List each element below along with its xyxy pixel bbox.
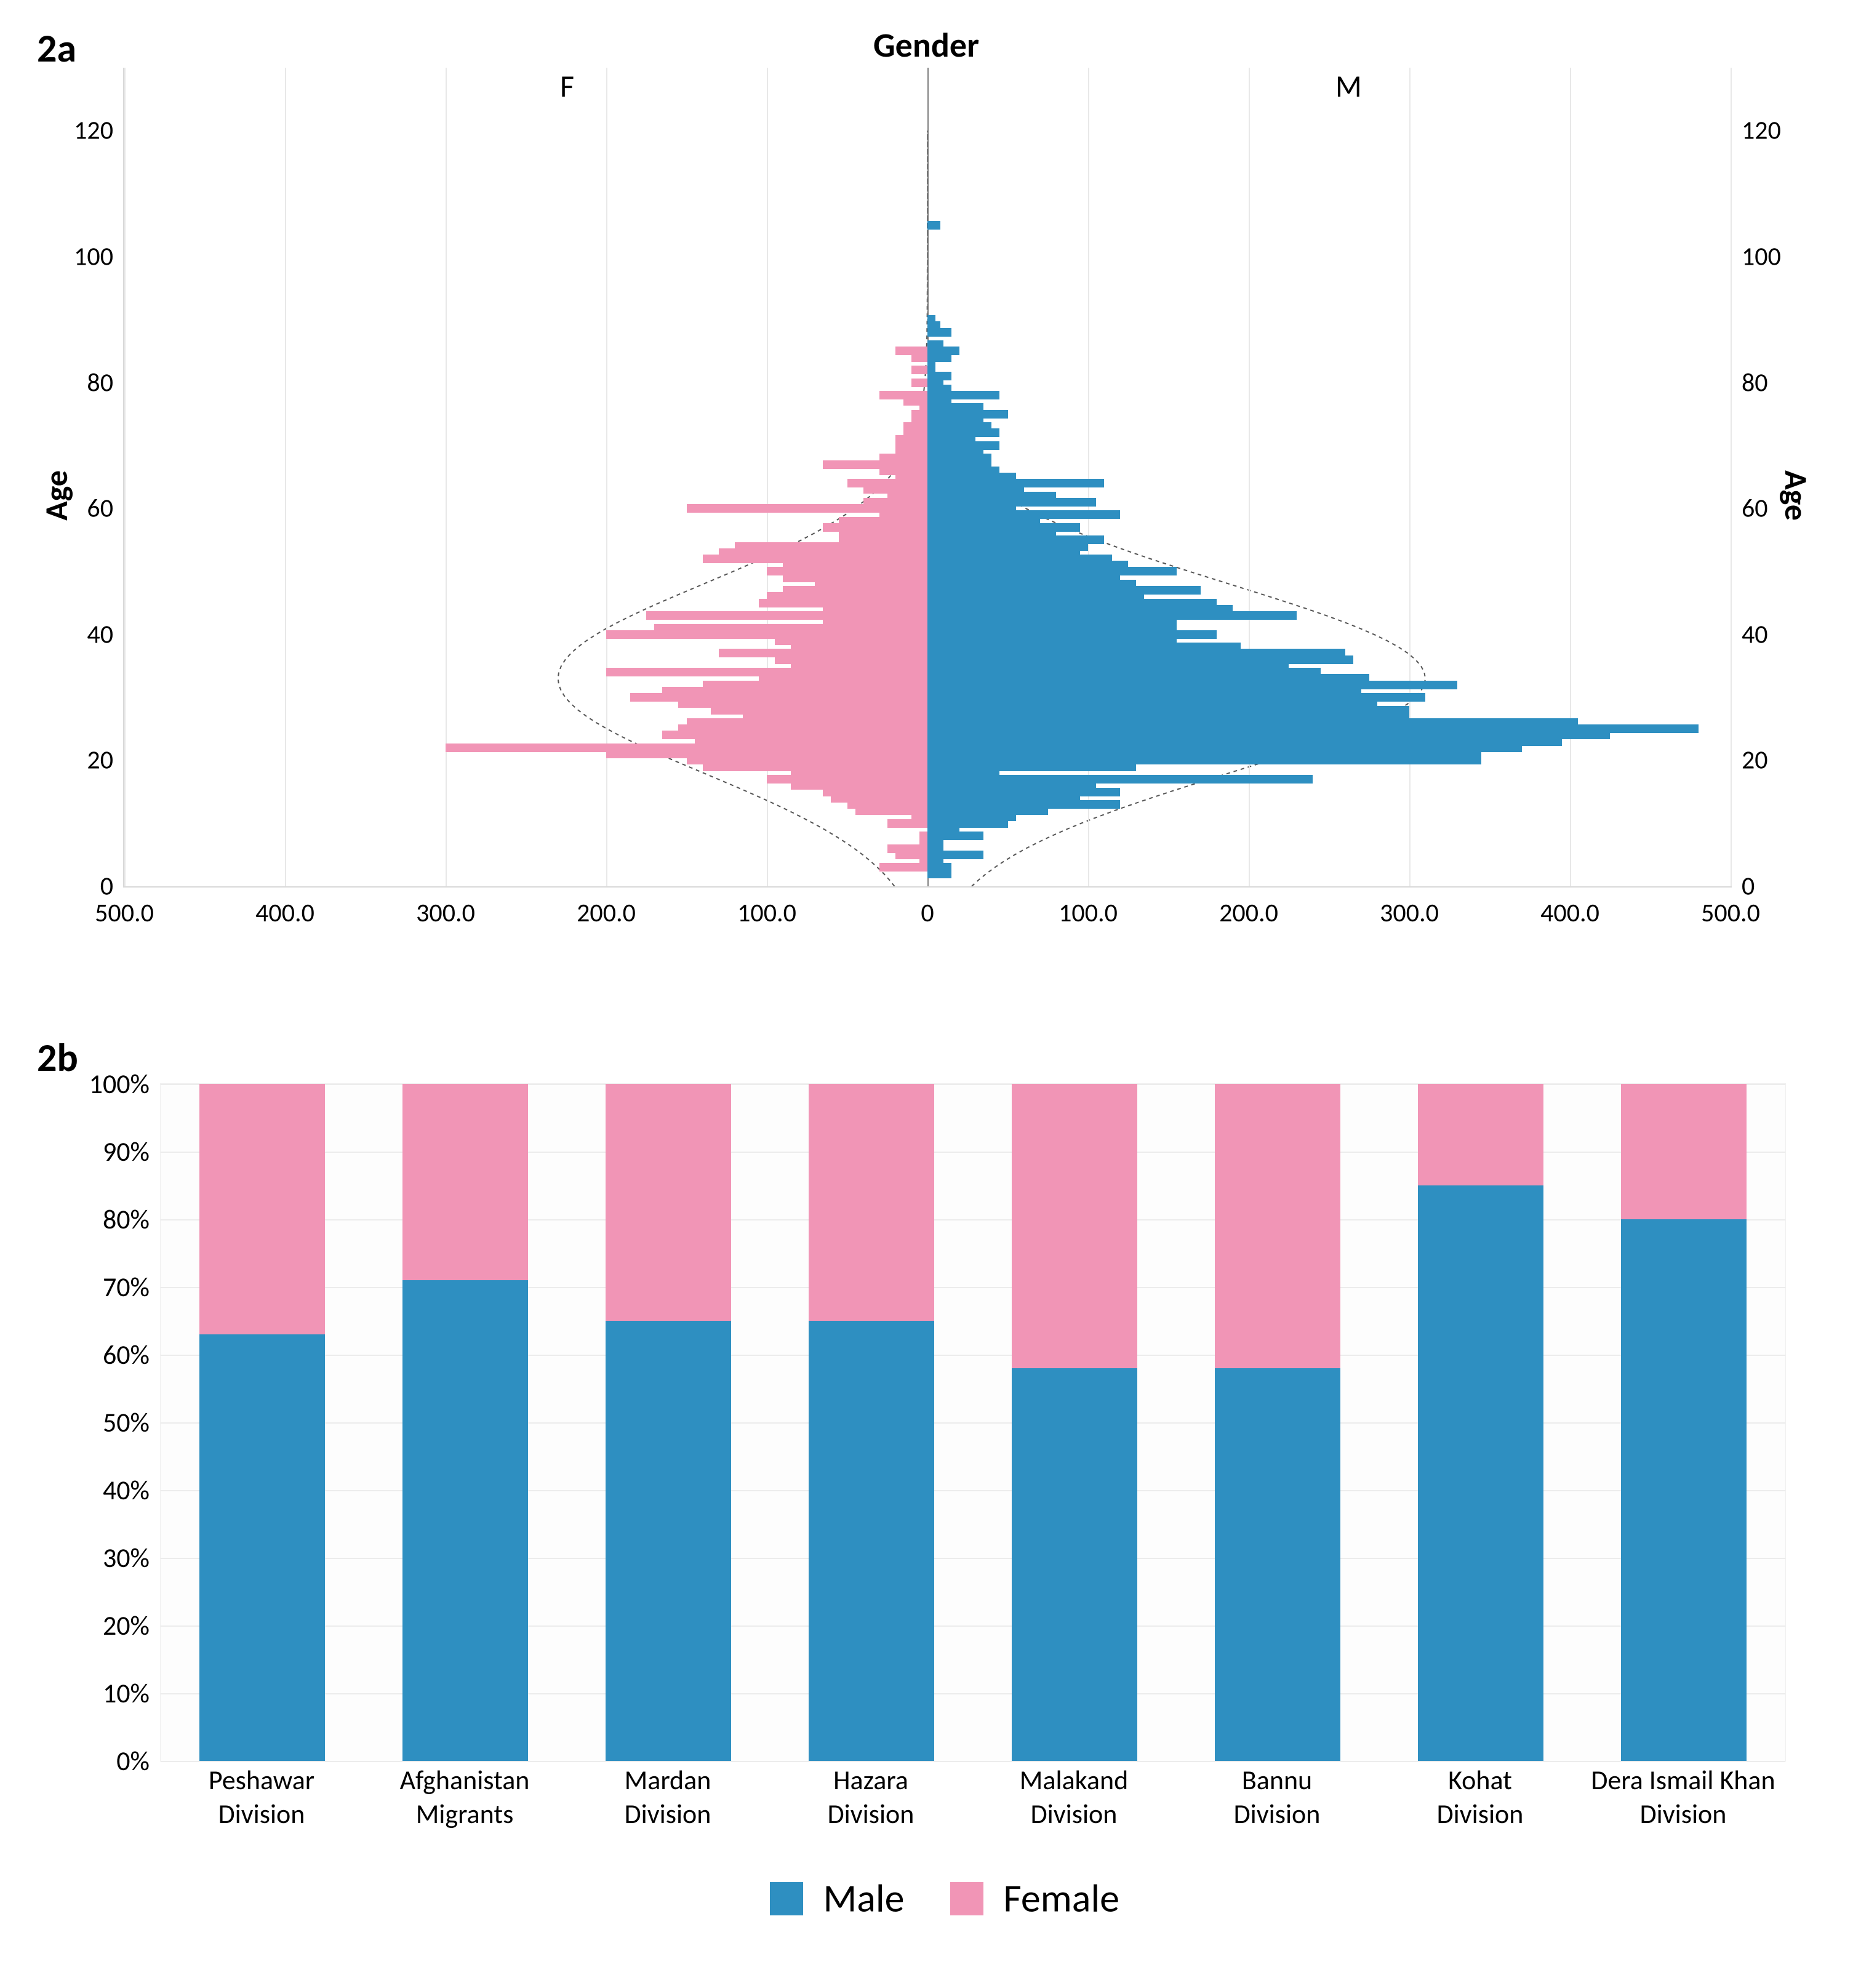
fig2b-bar-male	[606, 1321, 732, 1761]
fig2b-ytick: 60%	[103, 1338, 161, 1371]
fig2a-xtick: 200.0	[577, 886, 636, 929]
fig2b-bar	[1418, 1084, 1544, 1761]
fig2a-ytick-right: 60	[1731, 493, 1768, 524]
fig2b-ytick: 100%	[89, 1067, 161, 1100]
fig2a-bar-male	[927, 221, 940, 230]
fig2b-category-label: MardanDivision	[572, 1763, 763, 1831]
fig2b-category-label: MalakandDivision	[979, 1763, 1169, 1831]
fig2b-ytick: 70%	[103, 1270, 161, 1304]
fig2a-xtick: 300.0	[1380, 886, 1439, 929]
fig2a-bar-male	[927, 340, 943, 349]
fig2a-male-header: M	[1335, 68, 1362, 105]
fig2a-xtick: 0	[921, 886, 934, 929]
fig2b-bar-female	[1012, 1084, 1138, 1368]
fig2b-bar	[606, 1084, 732, 1761]
fig2a-y-axis-label-right: Age	[1777, 470, 1816, 521]
fig2b-category-label: Dera Ismail KhanDivision	[1588, 1763, 1779, 1831]
fig2a-ytick-left: 120	[74, 115, 124, 146]
fig2b-category-label: PeshawarDivision	[166, 1763, 357, 1831]
fig2a-ytick-right: 40	[1731, 619, 1768, 650]
legend-swatch-female	[950, 1882, 983, 1915]
fig2a-xtick: 200.0	[1219, 886, 1278, 929]
fig2a-xtick: 400.0	[1540, 886, 1599, 929]
legend-text-female: Female	[1003, 1875, 1119, 1923]
fig2b-bar	[809, 1084, 935, 1761]
fig2a-bar-female	[911, 379, 927, 387]
fig2b-bar-female	[1418, 1084, 1544, 1185]
fig2b-ytick: 10%	[103, 1677, 161, 1710]
fig2a-bar-male	[927, 315, 935, 324]
fig2b-bar-female	[199, 1084, 326, 1334]
legend-text-male: Male	[823, 1875, 905, 1923]
fig2b-bar	[1012, 1084, 1138, 1761]
fig2a-bar-female	[895, 347, 927, 355]
fig2a-xtick: 100.0	[737, 886, 796, 929]
fig2a-gridline	[1570, 68, 1571, 886]
fig2b-category-label: AfghanistanMigrants	[369, 1763, 560, 1831]
fig2a-xtick: 500.0	[1701, 886, 1760, 929]
fig2a-gridline	[446, 68, 447, 886]
fig2a-ytick-left: 20	[87, 745, 124, 776]
fig2b-bar-male	[809, 1321, 935, 1761]
fig2a-bar-female	[911, 366, 927, 374]
fig2a-gridline	[606, 68, 607, 886]
fig2a-y-axis-label-left: Age	[36, 470, 76, 521]
fig2b-bar-male	[1418, 1185, 1544, 1761]
fig2b-gridline	[161, 1761, 1785, 1762]
fig2b-ytick: 0%	[116, 1744, 161, 1778]
fig2a-xtick: 500.0	[95, 886, 154, 929]
fig2a-xtick: 300.0	[416, 886, 475, 929]
fig2b-bar-male	[199, 1334, 326, 1761]
fig2b-ytick: 90%	[103, 1135, 161, 1168]
fig2b-category-label: HazaraDivision	[775, 1763, 966, 1831]
fig2b-bar-male	[402, 1280, 529, 1761]
fig2b-category-label: BannuDivision	[1182, 1763, 1372, 1831]
fig2b-bar-male	[1012, 1368, 1138, 1761]
fig2a-ytick-right: 120	[1731, 115, 1781, 146]
fig2a-ytick-right: 20	[1731, 745, 1768, 776]
fig2b-legend: Male Female	[49, 1871, 1803, 1923]
fig2b-bar-female	[606, 1084, 732, 1321]
fig2b-ytick: 50%	[103, 1406, 161, 1439]
fig2b-bar-female	[402, 1084, 529, 1280]
fig2a-gridline	[124, 68, 126, 886]
fig2a-ytick-left: 80	[87, 367, 124, 398]
fig2a-ytick-left: 100	[74, 241, 124, 272]
fig2b-ytick: 20%	[103, 1609, 161, 1642]
fig2a-plot-area: 002020404060608080100100120120500.0400.0…	[123, 68, 1732, 888]
fig2b-container: 0%10%20%30%40%50%60%70%80%90%100% Peshaw…	[49, 1034, 1803, 1957]
fig2a-ytick-right: 80	[1731, 367, 1768, 398]
fig2b-ytick: 30%	[103, 1541, 161, 1574]
fig2b-bar	[402, 1084, 529, 1761]
fig2b-bar-female	[1621, 1084, 1747, 1219]
fig2a-title: Gender	[49, 25, 1803, 66]
fig2a-female-header: F	[560, 68, 574, 105]
legend-swatch-male	[770, 1882, 803, 1915]
fig2a-ytick-right: 100	[1731, 241, 1781, 272]
fig2b-bar	[1621, 1084, 1747, 1761]
fig2b-bar	[1215, 1084, 1341, 1761]
fig2b-bar-female	[809, 1084, 935, 1321]
page: 2a Gender Age Age 0020204040606080801001…	[0, 0, 1853, 1988]
fig2b-bar	[199, 1084, 326, 1761]
fig2b-category-label: KohatDivision	[1385, 1763, 1575, 1831]
fig2a-ytick-left: 60	[87, 493, 124, 524]
fig2b-ytick: 80%	[103, 1203, 161, 1236]
fig2b-bar-female	[1215, 1084, 1341, 1368]
fig2a-gridline	[285, 68, 286, 886]
fig2a-bar-female	[879, 391, 927, 399]
fig2b-bar-male	[1621, 1219, 1747, 1761]
fig2a-xtick: 100.0	[1059, 886, 1118, 929]
fig2a-container: Gender Age Age 0020204040606080801001001…	[49, 25, 1803, 966]
fig2a-xtick: 400.0	[255, 886, 314, 929]
fig2b-bar-male	[1215, 1368, 1341, 1761]
fig2b-plot-area: 0%10%20%30%40%50%60%70%80%90%100%	[160, 1083, 1786, 1762]
fig2a-ytick-left: 40	[87, 619, 124, 650]
fig2a-bar-female	[919, 832, 927, 840]
fig2b-ytick: 40%	[103, 1473, 161, 1507]
